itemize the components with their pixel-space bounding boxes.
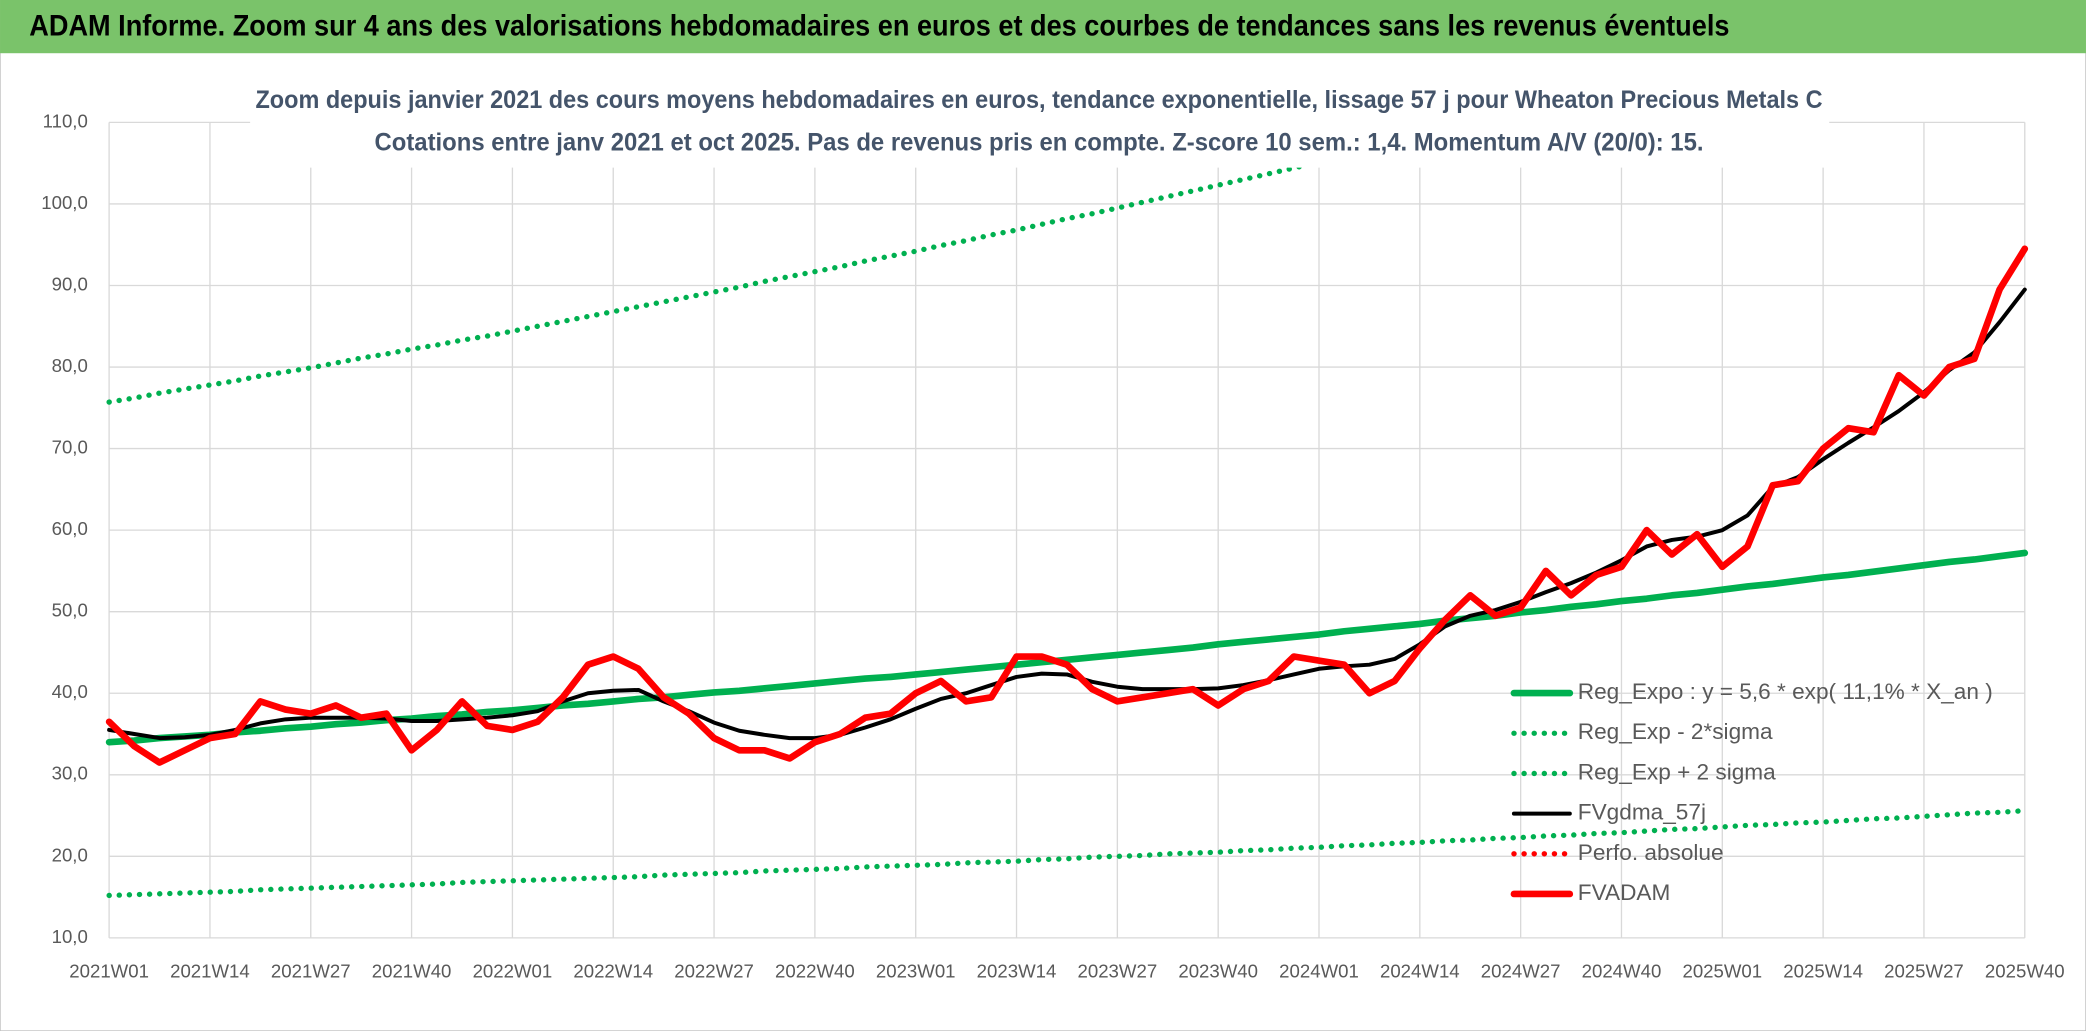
x-tick-label: 2023W27 <box>1078 960 1158 981</box>
y-tick-label: 70,0 <box>52 437 88 458</box>
legend-label: Reg_Exp - 2*sigma <box>1578 719 1773 744</box>
x-tick-label: 2024W01 <box>1279 960 1359 981</box>
legend-label: Perfo. absolue <box>1578 840 1724 865</box>
series-line <box>106 807 2028 899</box>
series-line <box>105 245 2029 766</box>
x-tick-label: 2025W14 <box>1783 960 1863 981</box>
legend-label: FVgdma_57j <box>1578 800 1706 825</box>
y-tick-label: 100,0 <box>41 192 88 213</box>
series-line <box>106 118 1515 405</box>
grid: 10,0 20,0 30,0 40,0 50,0 60,0 70,0 80,0 90,0 100,… <box>41 110 2064 981</box>
x-tick-label: 2022W14 <box>573 960 653 981</box>
x-tick-label: 2024W40 <box>1582 960 1662 981</box>
x-tick-label: 2024W14 <box>1380 960 1460 981</box>
x-tick-label: 2023W14 <box>977 960 1057 981</box>
x-tick-label: 2021W40 <box>372 960 452 981</box>
x-tick-label: 2024W27 <box>1481 960 1561 981</box>
x-tick-label: 2023W01 <box>876 960 956 981</box>
header-title: ADAM Informe. Zoom sur 4 ans des valoris… <box>29 11 1729 43</box>
y-tick-label: 60,0 <box>52 518 88 539</box>
x-tick-label: 2022W01 <box>473 960 553 981</box>
x-tick-label: 2025W01 <box>1682 960 1762 981</box>
y-tick-label: 80,0 <box>52 355 88 376</box>
y-tick-label: 20,0 <box>52 844 88 865</box>
y-tick-label: 90,0 <box>52 273 88 294</box>
series-line <box>107 287 2027 741</box>
x-tick-label: 2023W40 <box>1178 960 1258 981</box>
y-tick-label: 10,0 <box>52 926 88 947</box>
x-tick-label: 2022W27 <box>674 960 754 981</box>
x-tick-label: 2025W40 <box>1985 960 2065 981</box>
y-tick-label: 50,0 <box>52 600 88 621</box>
y-tick-label: 40,0 <box>52 681 88 702</box>
subtitle: Cotations entre janv 2021 et oct 2025. P… <box>375 128 1704 156</box>
x-tick-label: 2021W01 <box>69 960 149 981</box>
x-tick-label: 2025W27 <box>1884 960 1964 981</box>
subtitle: Zoom depuis janvier 2021 des cours moyen… <box>255 86 1822 114</box>
y-tick-label: 110,0 <box>43 110 88 131</box>
legend: Reg_Expo : y = 5,6 * exp( 11,1% * X_an )… <box>1510 679 1993 905</box>
legend-label: Reg_Expo : y = 5,6 * exp( 11,1% * X_an ) <box>1578 679 1993 704</box>
plot-lines <box>105 118 2029 899</box>
legend-label: FVADAM <box>1578 880 1671 905</box>
y-tick-label: 30,0 <box>52 763 88 784</box>
legend-label: Reg_Exp + 2 sigma <box>1578 759 1776 784</box>
series-line <box>105 549 2029 746</box>
x-tick-label: 2021W27 <box>271 960 351 981</box>
header-bar <box>0 0 2086 54</box>
subtitle-box <box>250 79 1830 168</box>
x-tick-label: 2021W14 <box>170 960 250 981</box>
x-tick-label: 2022W40 <box>775 960 855 981</box>
